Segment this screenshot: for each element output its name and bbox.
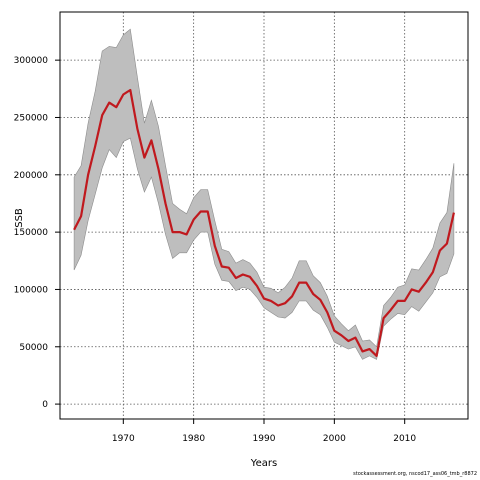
plot-frame: [59, 11, 469, 420]
y-tick-label: 200000: [14, 171, 49, 181]
axis-ticks: 1970 1980 1990 2000 2010 0 50000 100000 150000 20…: [14, 56, 417, 444]
y-tick-label: 0: [42, 400, 48, 410]
ssb-series-line: [73, 88, 455, 357]
x-axis-title: Years: [250, 458, 277, 469]
x-tick-label: 1980: [182, 434, 205, 444]
confidence-band: [73, 28, 455, 360]
y-tick-label: 300000: [14, 56, 49, 66]
y-tick-label: 50000: [19, 343, 48, 353]
y-tick-label: 100000: [14, 285, 49, 295]
y-tick-label: 250000: [14, 113, 49, 123]
y-axis-title: SSB: [14, 208, 25, 228]
x-tick-label: 1990: [253, 434, 276, 444]
x-tick-label: 2010: [393, 434, 416, 444]
x-tick-label: 1970: [112, 434, 135, 444]
x-tick-label: 2000: [323, 434, 346, 444]
y-tick-label: 150000: [14, 228, 49, 238]
source-note: stockassessment.org, nscod17_ass06_tmb_r…: [353, 471, 477, 477]
